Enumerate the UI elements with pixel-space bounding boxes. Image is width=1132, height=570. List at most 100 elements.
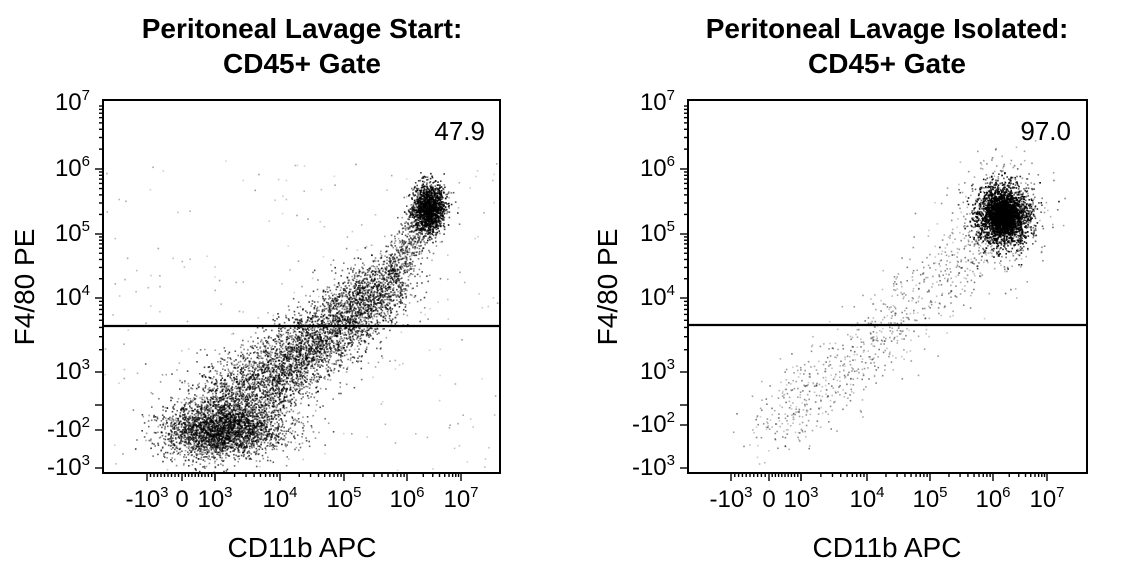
event-dot — [238, 380, 241, 383]
event-dot — [379, 296, 382, 298]
event-dot — [231, 410, 234, 413]
event-dot — [287, 342, 290, 345]
event-dot — [385, 308, 387, 311]
event-dot — [224, 378, 226, 381]
event-dot — [314, 331, 317, 333]
event-dot — [259, 389, 261, 392]
event-dot — [254, 403, 257, 405]
event-dot — [216, 382, 218, 384]
event-dot — [317, 331, 320, 333]
event-dot — [316, 400, 319, 402]
event-dot — [354, 321, 356, 324]
event-dot — [291, 335, 294, 337]
event-dot — [314, 350, 316, 353]
event-dot — [286, 360, 288, 362]
event-dot — [363, 289, 366, 292]
event-dot — [265, 377, 267, 379]
event-dot — [362, 267, 364, 270]
event-dot — [330, 264, 332, 266]
event-dot — [328, 311, 330, 313]
event-dot — [394, 323, 397, 325]
event-dot — [305, 366, 308, 368]
event-dot — [322, 308, 325, 311]
event-dot — [282, 362, 284, 364]
event-dot — [301, 357, 304, 360]
event-dot — [361, 286, 364, 289]
event-dot — [191, 446, 193, 448]
event-dot — [376, 322, 378, 325]
event-dot — [336, 341, 339, 343]
event-dot — [363, 308, 365, 311]
event-dot — [181, 433, 183, 435]
event-dot — [274, 389, 276, 391]
event-dot — [319, 354, 322, 357]
event-dot — [386, 293, 388, 295]
event-dot — [238, 408, 240, 411]
event-dot — [244, 429, 247, 431]
event-dot — [366, 286, 369, 288]
event-dot — [229, 357, 231, 359]
event-dot — [352, 300, 355, 302]
event-dot — [366, 278, 368, 280]
event-dot — [262, 363, 265, 365]
event-dot — [409, 293, 412, 296]
event-dot — [274, 355, 276, 358]
event-dot — [203, 396, 206, 399]
event-dot — [219, 360, 222, 363]
event-dot — [343, 337, 346, 339]
event-dot — [213, 401, 216, 403]
event-dot — [338, 284, 341, 287]
event-dot — [256, 373, 258, 376]
event-dot — [356, 312, 359, 314]
event-dot — [391, 288, 394, 290]
event-dot — [331, 336, 333, 338]
event-dot — [344, 304, 346, 307]
event-dot — [211, 413, 213, 415]
event-dot — [258, 428, 260, 431]
event-dot — [379, 277, 381, 279]
event-dot — [267, 352, 269, 355]
event-dot — [326, 343, 328, 346]
event-dot — [263, 386, 266, 389]
event-dot — [260, 382, 262, 385]
event-dot — [315, 346, 317, 348]
event-dot — [292, 341, 294, 343]
event-dot — [253, 360, 255, 363]
event-dot — [210, 433, 212, 436]
event-dot — [350, 357, 352, 359]
event-dot — [244, 413, 246, 416]
event-dot — [335, 352, 338, 354]
event-dot — [318, 318, 320, 321]
event-dot — [351, 361, 354, 364]
event-dot — [175, 464, 178, 467]
event-dot — [280, 369, 282, 371]
event-dot — [314, 350, 316, 353]
event-dot — [273, 397, 275, 400]
event-dot — [207, 398, 209, 401]
event-dot — [358, 294, 361, 297]
event-dot — [347, 332, 350, 334]
event-dot — [346, 287, 348, 289]
event-dot — [349, 318, 351, 320]
event-dot — [319, 338, 322, 340]
event-dot — [237, 366, 239, 368]
event-dot — [235, 359, 237, 361]
event-dot — [329, 338, 331, 340]
event-dot — [379, 307, 381, 309]
event-dot — [316, 338, 318, 340]
event-dot — [371, 287, 374, 290]
event-dot — [278, 356, 281, 358]
event-dot — [352, 301, 354, 303]
event-dot — [386, 259, 388, 261]
event-dot — [223, 385, 226, 387]
event-dot — [230, 400, 233, 402]
event-dot — [188, 385, 190, 387]
event-dot — [351, 344, 354, 346]
event-dot — [361, 303, 364, 305]
event-dot — [224, 404, 226, 406]
event-dot — [300, 331, 302, 334]
event-dot — [374, 306, 376, 308]
event-dot — [335, 321, 338, 323]
event-dot — [353, 307, 356, 309]
event-dot — [346, 295, 348, 298]
